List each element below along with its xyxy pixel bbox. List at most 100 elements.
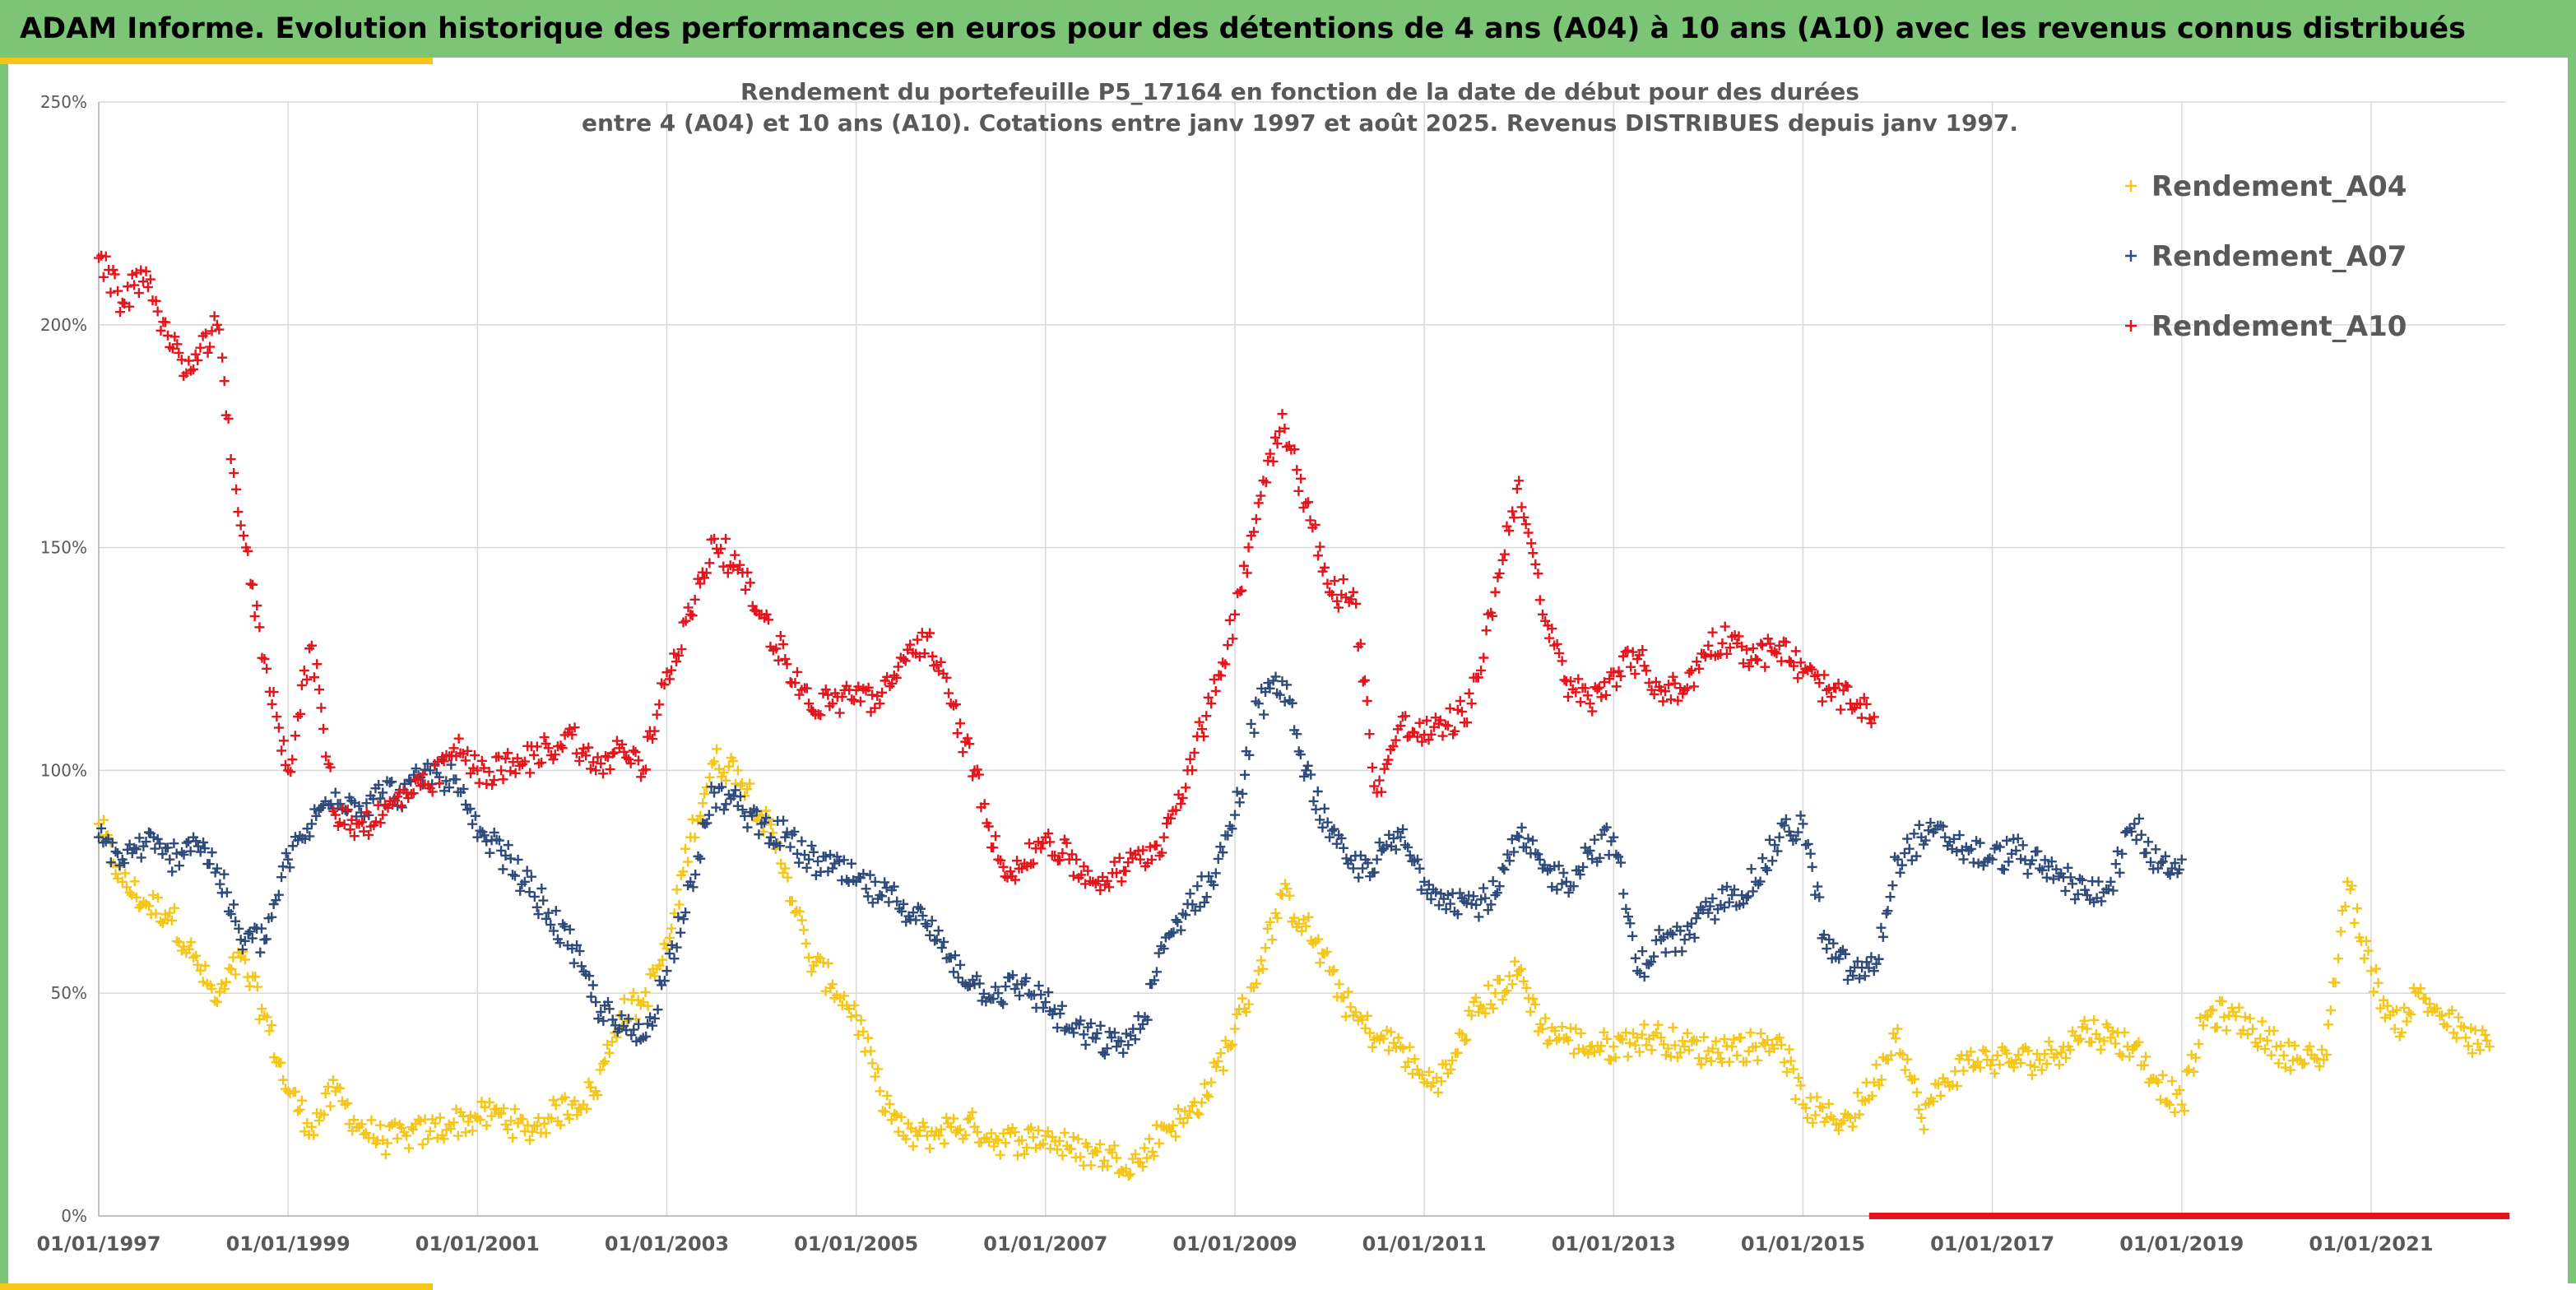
data-point <box>804 952 815 963</box>
data-point <box>1521 982 1532 993</box>
y-tick-label: 0% <box>61 1206 87 1226</box>
data-point <box>1507 979 1518 990</box>
data-point <box>1840 949 1851 959</box>
data-point <box>2056 1047 2067 1058</box>
data-point <box>1627 647 1638 657</box>
data-point <box>564 723 575 734</box>
data-point <box>1585 698 1595 709</box>
data-point <box>1125 847 1135 858</box>
data-point <box>1431 887 1441 898</box>
data-point <box>2170 1107 2180 1117</box>
data-point <box>470 1111 480 1122</box>
data-point <box>1066 849 1077 860</box>
data-point <box>330 787 341 798</box>
data-point <box>519 756 530 767</box>
data-point <box>2389 1023 2400 1034</box>
data-point <box>952 728 963 739</box>
data-point <box>1422 715 1432 726</box>
x-tick-label: 01/01/2007 <box>983 1232 1107 1255</box>
data-point <box>2093 876 2104 887</box>
data-point <box>2082 1023 2092 1034</box>
data-point <box>2481 1035 2492 1046</box>
data-point <box>1423 879 1434 890</box>
data-point <box>137 276 148 287</box>
data-point <box>1457 1029 1468 1040</box>
data-point <box>1308 796 1319 806</box>
data-point <box>262 663 272 674</box>
data-point <box>709 787 720 798</box>
data-point <box>1471 899 1482 910</box>
legend-label: Rendement_A04 <box>2151 170 2407 203</box>
data-point <box>1238 560 1249 571</box>
data-point <box>555 1120 566 1130</box>
data-point <box>152 306 163 317</box>
data-point <box>933 926 944 936</box>
data-point <box>406 776 416 787</box>
data-point <box>1795 810 1806 821</box>
data-point <box>709 756 720 767</box>
data-point <box>1331 838 1342 849</box>
data-point <box>1568 1048 1579 1059</box>
data-point <box>2072 889 2083 899</box>
data-point <box>1428 1078 1439 1088</box>
data-point <box>827 863 838 874</box>
data-point <box>945 1121 956 1132</box>
data-point <box>643 731 653 742</box>
data-point <box>1899 848 1910 859</box>
data-point <box>596 759 606 768</box>
data-point <box>1256 955 1266 966</box>
data-point <box>1587 706 1598 717</box>
data-point <box>396 800 406 811</box>
data-point <box>1630 953 1641 963</box>
data-point <box>1790 646 1801 657</box>
data-point <box>1112 867 1122 878</box>
data-point <box>2207 1005 2218 1015</box>
data-point <box>958 747 968 758</box>
data-point <box>1958 854 1969 865</box>
data-point <box>1417 1070 1427 1080</box>
data-point <box>230 969 241 980</box>
data-point <box>223 413 234 424</box>
data-point <box>1158 944 1169 954</box>
data-point <box>1480 1008 1491 1019</box>
data-point <box>507 870 518 880</box>
data-point <box>1158 832 1169 842</box>
data-point <box>1002 872 1013 883</box>
data-point <box>794 689 805 700</box>
y-tick-label: 200% <box>40 315 87 335</box>
data-point <box>467 819 478 829</box>
data-point <box>211 997 222 1008</box>
data-point <box>972 764 982 775</box>
data-point <box>508 1133 518 1144</box>
data-point <box>1327 589 1338 600</box>
data-point <box>1864 963 1874 973</box>
data-point <box>198 837 209 847</box>
data-point <box>1269 432 1280 443</box>
data-point <box>1557 879 1567 889</box>
data-point <box>2399 1002 2410 1013</box>
data-point <box>408 788 419 799</box>
data-point <box>721 775 731 786</box>
series-Rendement_A07 <box>94 671 2187 1060</box>
data-point <box>666 940 677 950</box>
data-point <box>1822 944 1832 954</box>
data-point <box>1886 1050 1896 1060</box>
data-point <box>2157 1070 2168 1080</box>
data-point <box>354 800 364 811</box>
legend-marker <box>2125 320 2137 332</box>
data-point <box>1641 666 1652 676</box>
data-point <box>567 730 578 740</box>
data-point <box>1566 676 1576 687</box>
data-point <box>318 723 329 734</box>
data-point <box>1340 1011 1351 1022</box>
data-point <box>661 944 672 954</box>
data-point <box>1516 822 1527 833</box>
data-point <box>401 1130 412 1141</box>
data-point <box>458 783 469 794</box>
data-point <box>1732 1050 1743 1060</box>
data-point <box>1834 954 1845 964</box>
data-point <box>1780 637 1791 647</box>
data-point <box>1481 625 1492 636</box>
data-point <box>211 319 222 330</box>
data-point <box>1571 687 1581 698</box>
